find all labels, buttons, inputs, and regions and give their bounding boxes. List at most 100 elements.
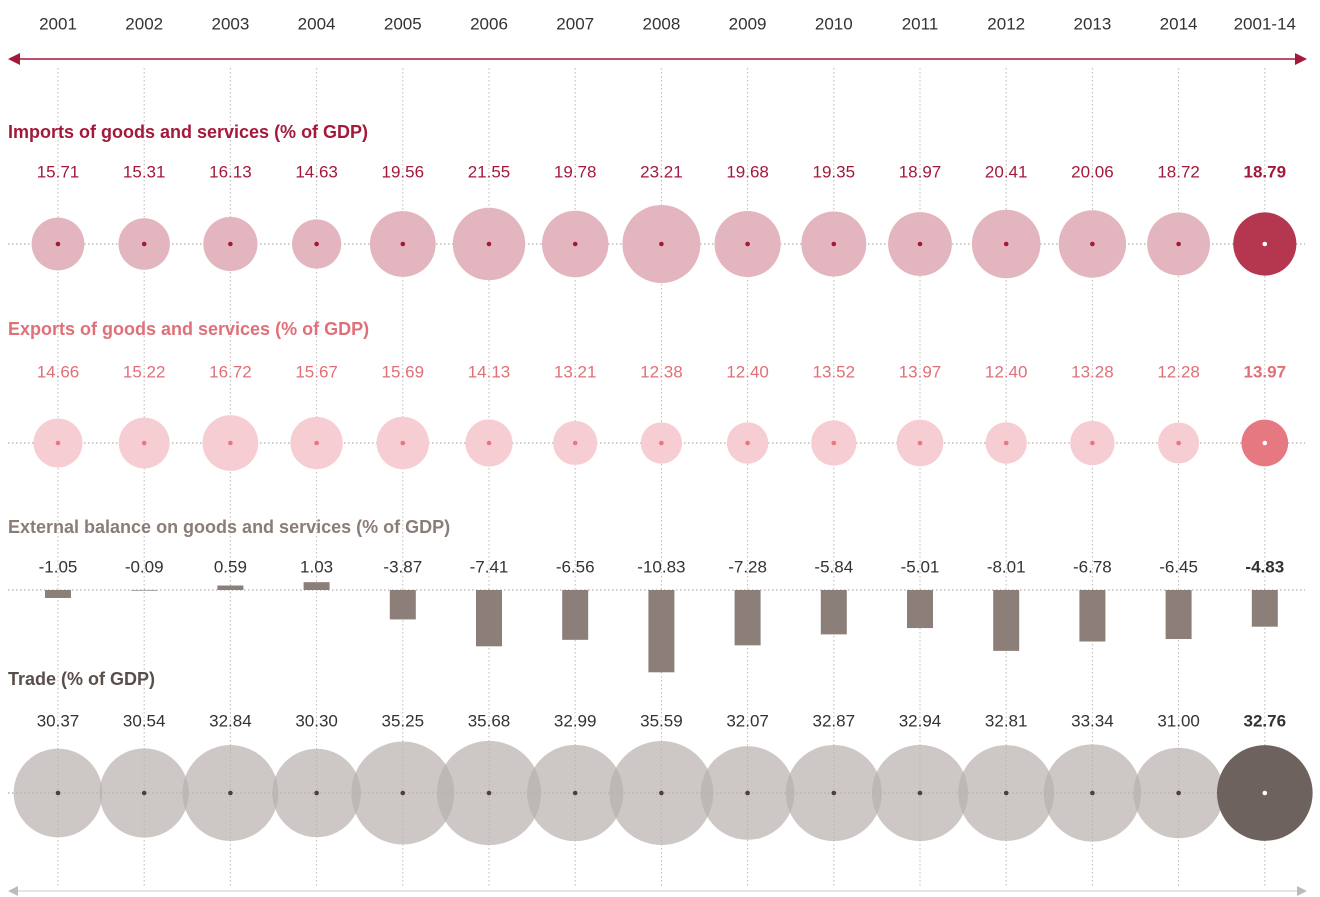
row-title: Imports of goods and services (% of GDP) [8, 122, 368, 142]
center-dot [314, 790, 319, 796]
value-label: -7.41 [470, 557, 509, 576]
year-label: 2012 [987, 14, 1025, 33]
bar [303, 582, 330, 590]
center-dot [1262, 790, 1268, 796]
bar [1079, 590, 1106, 642]
value-label: -8.01 [987, 557, 1026, 576]
bar [389, 590, 416, 620]
center-dot [400, 241, 406, 247]
year-label: 2008 [642, 14, 680, 33]
center-dot [228, 241, 233, 247]
bar [734, 590, 761, 646]
bar [476, 590, 502, 647]
value-label: 21.55 [468, 162, 511, 181]
value-label: 19.68 [726, 162, 769, 181]
bar [45, 590, 71, 598]
center-dot [745, 440, 750, 446]
value-label: 35.59 [640, 711, 683, 730]
arrow-head [1295, 53, 1307, 65]
value-label: 13.28 [1071, 362, 1114, 381]
value-label: 30.37 [37, 711, 80, 730]
value-label: 32.76 [1244, 711, 1287, 730]
bar [217, 585, 244, 590]
bar [562, 590, 589, 640]
value-label: 32.99 [554, 711, 597, 730]
value-label: 14.13 [468, 362, 511, 381]
value-label: 13.97 [899, 362, 942, 381]
value-label: 12.40 [726, 362, 769, 381]
column-guides [57, 68, 1266, 888]
center-dot [831, 790, 837, 796]
value-label: -0.09 [125, 557, 164, 576]
center-dot [55, 440, 61, 446]
bar [907, 590, 933, 629]
value-label: -6.45 [1159, 557, 1198, 576]
value-label: 32.87 [813, 711, 856, 730]
value-label: -4.83 [1245, 557, 1284, 576]
center-dot [659, 790, 664, 796]
year-label: 2001-14 [1234, 14, 1296, 33]
center-dot [141, 440, 147, 446]
center-dot [1003, 790, 1009, 796]
value-label: 12.38 [640, 362, 683, 381]
value-label: 15.71 [37, 162, 80, 181]
value-label: 19.35 [813, 162, 856, 181]
center-dot [917, 790, 923, 796]
center-dot [1090, 790, 1095, 796]
value-label: 23.21 [640, 162, 683, 181]
value-label: 15.31 [123, 162, 166, 181]
year-label: 2006 [470, 14, 508, 33]
value-label: 12.40 [985, 362, 1028, 381]
center-dot [486, 790, 492, 796]
center-dot [1090, 241, 1095, 247]
arrow-head [1297, 886, 1307, 896]
year-label: 2010 [815, 14, 853, 33]
center-dot [745, 790, 750, 796]
value-label: -10.83 [637, 557, 685, 576]
value-label: 35.68 [468, 711, 511, 730]
value-label: 1.03 [300, 557, 333, 576]
center-dot [659, 440, 664, 446]
value-label: 32.94 [899, 711, 942, 730]
year-label: 2002 [125, 14, 163, 33]
center-dot [745, 241, 750, 247]
arrow-head [8, 53, 20, 65]
center-dot [141, 790, 147, 796]
center-dot [228, 440, 233, 446]
center-dot [400, 440, 406, 446]
year-label: 2004 [298, 14, 336, 33]
center-dot [55, 790, 61, 796]
value-label: 33.34 [1071, 711, 1114, 730]
bar [131, 590, 158, 591]
value-label: 15.22 [123, 362, 166, 381]
value-label: 13.52 [813, 362, 856, 381]
value-label: 32.84 [209, 711, 252, 730]
bar [1165, 590, 1192, 640]
year-label: 2007 [556, 14, 594, 33]
center-dot [917, 241, 923, 247]
bar [1251, 590, 1278, 627]
center-dot [486, 440, 492, 446]
center-dot [572, 790, 578, 796]
year-label: 2009 [729, 14, 767, 33]
value-label: 19.56 [382, 162, 425, 181]
value-label: 32.07 [726, 711, 769, 730]
value-label: -5.01 [901, 557, 940, 576]
value-label: 14.63 [295, 162, 338, 181]
center-dot [1003, 241, 1009, 247]
year-label: 2014 [1160, 14, 1198, 33]
year-label: 2011 [902, 14, 939, 33]
value-label: -5.84 [814, 557, 853, 576]
center-dot [228, 790, 233, 796]
row-title: Exports of goods and services (% of GDP) [8, 319, 369, 339]
value-label: 0.59 [214, 557, 247, 576]
value-label: 18.72 [1157, 162, 1200, 181]
value-label: 15.67 [295, 362, 338, 381]
center-dot [572, 440, 578, 446]
center-dot [1090, 440, 1095, 446]
year-label: 2003 [211, 14, 249, 33]
center-dot [831, 440, 837, 446]
center-dot [55, 241, 61, 247]
value-label: 16.72 [209, 362, 252, 381]
value-label: 32.81 [985, 711, 1028, 730]
